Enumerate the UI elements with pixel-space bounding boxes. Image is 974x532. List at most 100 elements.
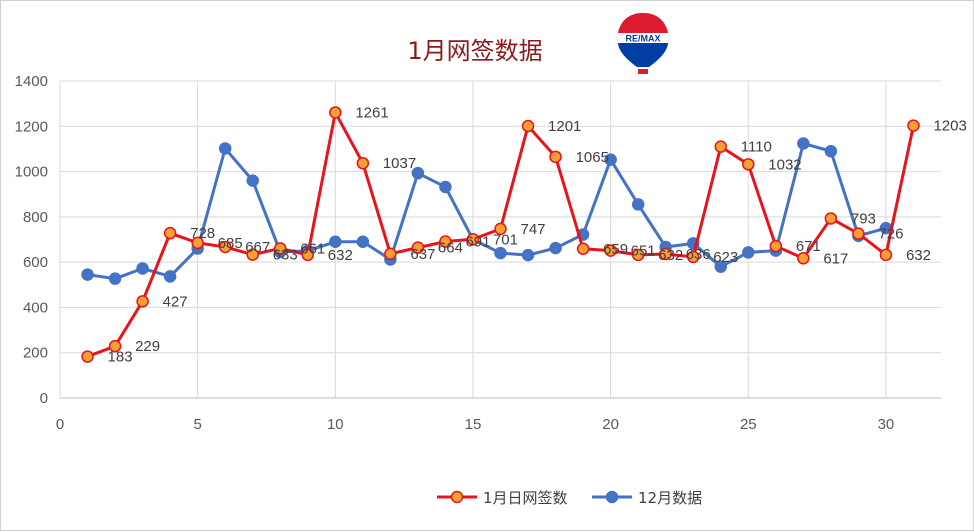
legend-swatch-marker — [605, 490, 619, 504]
data-label: 728 — [190, 225, 215, 242]
data-point — [686, 250, 700, 264]
axes: 0 200 400 600 800 1000 1200 1400 0 5 10 15 20 25 30 — [15, 73, 941, 433]
x-tick-label: 15 — [465, 416, 482, 433]
data-label: 1037 — [383, 155, 416, 172]
data-point — [494, 222, 507, 236]
data-point — [301, 248, 315, 262]
data-point — [108, 272, 122, 285]
data-label: 1065 — [576, 149, 609, 166]
data-label: 427 — [163, 293, 188, 310]
y-tick-label: 1000 — [15, 164, 48, 181]
data-label: 633 — [273, 247, 298, 264]
data-point — [549, 150, 562, 164]
data-label: 747 — [521, 221, 546, 238]
data-point — [631, 248, 645, 262]
data-label: 701 — [493, 231, 518, 248]
data-point — [246, 248, 259, 261]
data-point — [852, 227, 865, 240]
data-point — [742, 246, 755, 259]
series-line — [87, 141, 887, 281]
x-tick-label: 5 — [193, 416, 201, 433]
legend-entry: 12月数据 — [592, 489, 702, 507]
data-point — [329, 106, 342, 119]
logo-text: RE/MAX — [625, 34, 660, 44]
data-point — [797, 252, 810, 265]
data-label: 667 — [245, 239, 270, 256]
x-tick-label: 10 — [327, 416, 344, 433]
data-point — [439, 180, 452, 194]
legend-entry: 1月日网签数 — [437, 489, 568, 507]
data-point — [218, 240, 232, 254]
data-point — [81, 268, 94, 281]
data-point — [659, 247, 672, 261]
data-label: 632 — [658, 247, 683, 264]
data-point — [274, 242, 287, 255]
data-point — [769, 239, 783, 253]
data-point — [108, 339, 122, 353]
data-point — [81, 350, 94, 363]
y-tick-label: 0 — [40, 390, 48, 407]
x-tick-label: 0 — [56, 416, 64, 433]
data-point — [907, 119, 920, 132]
data-label: 664 — [438, 240, 463, 257]
data-point — [191, 236, 204, 250]
y-tick-label: 1200 — [15, 118, 48, 135]
remax-balloon-logo: RE/MAX — [616, 12, 670, 74]
data-point — [631, 198, 645, 211]
y-tick-label: 200 — [23, 345, 48, 362]
data-label: 1110 — [741, 139, 772, 156]
data-label: 632 — [328, 247, 353, 264]
data-point — [742, 158, 755, 171]
data-point — [329, 235, 342, 249]
data-point — [411, 241, 425, 254]
data-label: 1201 — [548, 118, 581, 135]
data-point — [136, 262, 149, 275]
data-point — [714, 260, 727, 273]
data-label: 726 — [878, 226, 903, 243]
data-label: 661 — [300, 240, 325, 257]
legend-label: 1月日网签数 — [483, 489, 568, 507]
data-point — [494, 246, 507, 260]
data-label: 691 — [465, 234, 490, 251]
grid — [59, 80, 941, 399]
legend-label: 12月数据 — [638, 489, 702, 507]
data-point — [466, 233, 480, 246]
y-tick-label: 600 — [23, 254, 48, 271]
data-point — [549, 241, 562, 255]
data-point — [797, 137, 810, 150]
data-label: 1032 — [768, 156, 801, 173]
data-point — [384, 247, 397, 261]
data-point — [714, 140, 727, 153]
data-point — [163, 270, 177, 283]
data-label: 617 — [823, 250, 848, 267]
x-tick-label: 20 — [602, 416, 619, 433]
data-point — [604, 153, 617, 166]
data-point — [879, 248, 893, 262]
data-point — [521, 119, 535, 133]
data-point — [136, 295, 149, 308]
data-point — [824, 212, 838, 225]
data-label: 623 — [713, 249, 738, 266]
data-label: 793 — [851, 210, 876, 227]
data-point — [246, 174, 259, 187]
data-label: 659 — [603, 241, 628, 258]
data-point — [521, 248, 535, 262]
data-point — [218, 142, 232, 155]
series-january — [81, 106, 920, 363]
data-label: 183 — [108, 349, 133, 366]
x-tick-label: 30 — [878, 416, 895, 433]
data-point — [439, 235, 452, 248]
y-tick-label: 1400 — [15, 73, 48, 90]
data-point — [576, 242, 590, 256]
y-tick-label: 800 — [23, 209, 48, 226]
data-label: 1261 — [355, 104, 388, 121]
legend: 1月日网签数 12月数据 — [437, 489, 702, 507]
y-tick-label: 400 — [23, 299, 48, 316]
data-label: 685 — [218, 235, 243, 252]
series-layer — [81, 106, 920, 363]
data-label: 636 — [686, 246, 711, 263]
data-point — [824, 144, 838, 158]
